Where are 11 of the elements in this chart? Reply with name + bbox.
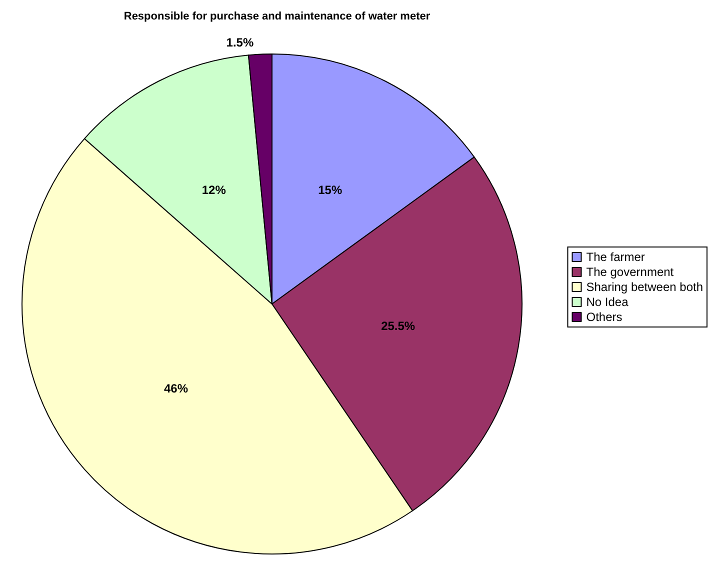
legend-label: No Idea xyxy=(586,295,629,309)
legend-label: The government xyxy=(586,265,674,279)
legend-label: Sharing between both xyxy=(586,280,704,294)
data-label: 46% xyxy=(164,382,188,396)
legend-label: The farmer xyxy=(586,250,645,264)
legend-label: Others xyxy=(586,310,622,324)
data-label: 15% xyxy=(318,182,342,197)
data-label: 12% xyxy=(202,182,226,197)
chart-title: Responsible for purchase and maintenance of water meter xyxy=(124,10,431,22)
data-label: 1.5% xyxy=(226,35,254,50)
data-label: 25.5% xyxy=(381,319,416,334)
